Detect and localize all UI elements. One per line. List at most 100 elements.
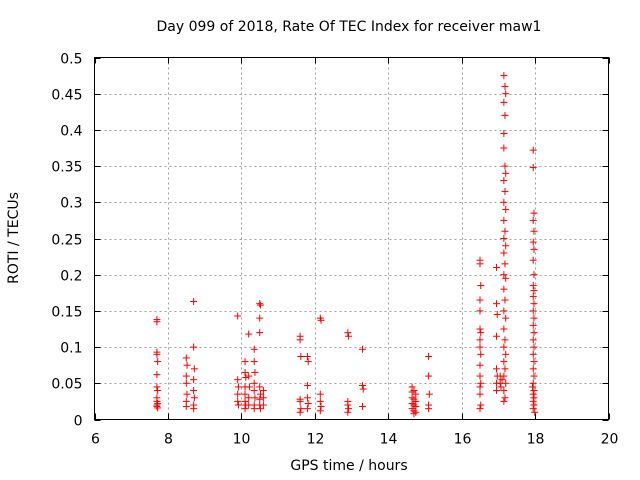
data-point: [182, 372, 190, 380]
data-point: [410, 387, 418, 395]
data-point: [530, 227, 538, 235]
x-tick-labels: 6 8 10 12 14 16 18 20: [91, 432, 618, 448]
data-point: [476, 260, 484, 268]
data-point: [502, 242, 510, 250]
y-axis-title: ROTI / TECUs: [6, 192, 22, 284]
data-point: [304, 400, 312, 408]
data-point: [501, 336, 509, 344]
data-point: [154, 404, 162, 412]
data-point: [529, 164, 537, 172]
data-point: [530, 394, 538, 402]
data-point: [256, 405, 264, 413]
data-point: [530, 387, 538, 395]
data-point: [317, 402, 325, 410]
data-point: [529, 397, 537, 405]
data-point: [500, 130, 508, 138]
data-point: [530, 401, 538, 409]
data-point: [245, 372, 253, 380]
x-tick-label: 8: [164, 432, 173, 448]
y-tick-label: 0.2: [60, 269, 82, 285]
data-point: [345, 332, 353, 340]
data-point: [529, 405, 537, 413]
data-point: [241, 397, 249, 405]
x-tick-label: 20: [601, 432, 619, 448]
data-point: [183, 361, 191, 369]
data-point: [316, 407, 324, 415]
data-point: [497, 383, 505, 391]
data-point: [501, 82, 509, 90]
data-point: [500, 177, 508, 185]
data-point: [476, 343, 484, 351]
data-point: [153, 383, 161, 391]
data-point: [477, 329, 485, 337]
y-tick-labels: 0 0.05 0.1 0.15 0.2 0.25 0.3 0.35 0.4 0.45 0.5: [51, 52, 82, 430]
data-point: [529, 307, 537, 315]
data-point: [501, 162, 509, 170]
data-point: [502, 169, 510, 177]
data-point: [344, 329, 352, 337]
data-point: [303, 394, 311, 402]
data-point: [530, 209, 538, 217]
data-point: [190, 365, 198, 373]
data-point: [501, 260, 509, 268]
data-point: [297, 353, 305, 361]
data-point: [529, 365, 537, 373]
x-tick-label: 10: [233, 432, 251, 448]
data-point: [476, 325, 484, 333]
data-point: [359, 345, 367, 353]
data-point: [477, 379, 485, 387]
x-tick-label: 14: [380, 432, 398, 448]
data-point: [502, 314, 510, 322]
data-point: [359, 402, 367, 410]
x-tick-label: 12: [307, 432, 325, 448]
data-point: [529, 216, 537, 224]
y-tick-label: 0.35: [51, 160, 82, 176]
data-point: [296, 408, 304, 416]
data-point: [256, 383, 264, 391]
x-axis-title: GPS time / hours: [290, 458, 407, 474]
chart-title: Day 099 of 2018, Rate Of TEC Index for r…: [157, 19, 542, 35]
data-point: [153, 402, 161, 410]
data-point: [190, 405, 198, 413]
data-point: [500, 98, 508, 106]
data-point: [182, 379, 190, 387]
data-point: [316, 397, 324, 405]
data-point: [501, 227, 509, 235]
data-point: [183, 390, 191, 398]
data-point: [500, 249, 508, 257]
data-point: [359, 385, 367, 393]
data-point: [190, 376, 198, 384]
data-point: [500, 271, 508, 279]
data-point: [297, 405, 305, 413]
data-point: [529, 146, 537, 154]
data-point: [530, 314, 538, 322]
data-point: [476, 383, 484, 391]
data-point: [476, 390, 484, 398]
data-point: [408, 388, 416, 396]
data-point: [245, 330, 253, 338]
x-tick-label: 18: [527, 432, 545, 448]
data-point: [493, 387, 501, 395]
data-points: [153, 72, 539, 418]
data-point: [501, 187, 509, 195]
data-point: [529, 379, 537, 387]
data-point: [153, 350, 161, 358]
data-point: [493, 311, 501, 319]
data-point: [303, 353, 311, 361]
data-point: [190, 394, 198, 402]
data-point: [500, 387, 508, 395]
data-point: [344, 401, 352, 409]
data-point: [153, 371, 161, 379]
data-point: [296, 397, 304, 405]
data-point: [496, 379, 504, 387]
data-point: [259, 401, 267, 409]
data-point: [296, 336, 304, 344]
data-point: [477, 350, 485, 358]
data-point: [477, 401, 485, 409]
data-point: [502, 90, 510, 98]
data-point: [529, 256, 537, 264]
data-point: [500, 397, 508, 405]
data-point: [496, 372, 504, 380]
data-point: [500, 325, 508, 333]
